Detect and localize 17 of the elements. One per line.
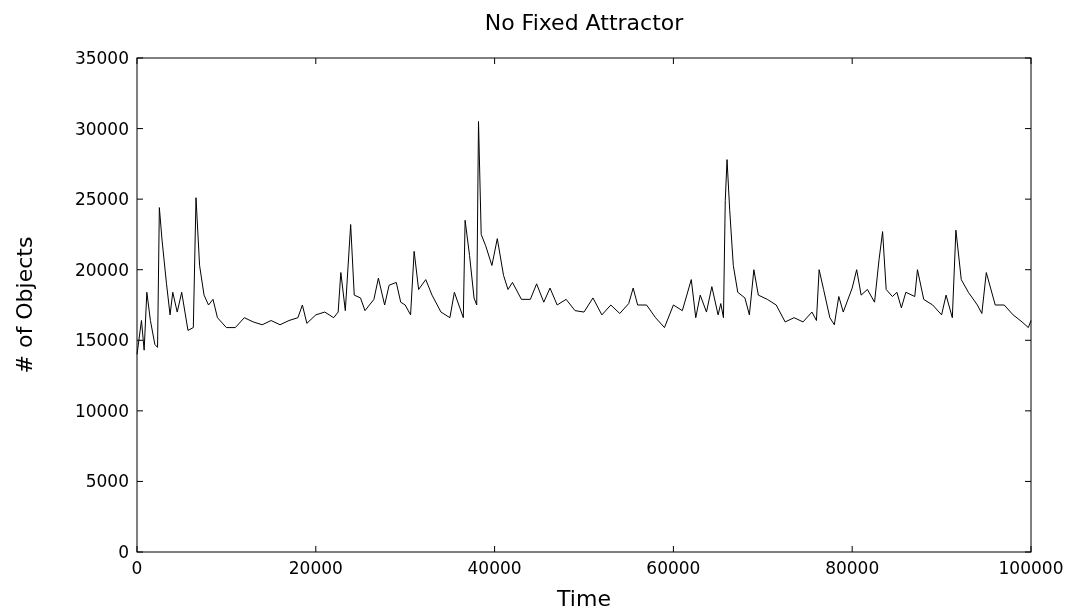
y-tick-label: 35000	[74, 48, 129, 68]
y-tick-label: 25000	[74, 189, 129, 210]
x-tick-label: 80000	[825, 558, 880, 578]
x-tick-label: 20000	[288, 558, 343, 578]
y-tick-label: 15000	[74, 330, 129, 351]
y-tick-label: 0	[118, 542, 129, 562]
x-tick-label: 60000	[646, 558, 701, 578]
x-tick-label: 100000	[998, 558, 1064, 578]
chart-title: No Fixed Attractor	[484, 10, 685, 35]
y-tick-label: 10000	[74, 400, 129, 421]
y-tick-label: 5000	[85, 471, 129, 492]
x-tick-label: 0	[131, 558, 143, 578]
y-axis-title: # of Objects	[12, 236, 37, 374]
x-axis-title: Time	[556, 586, 611, 611]
y-tick-label: 20000	[74, 259, 129, 280]
x-tick-label: 40000	[467, 558, 522, 578]
y-tick-label: 30000	[74, 118, 129, 139]
